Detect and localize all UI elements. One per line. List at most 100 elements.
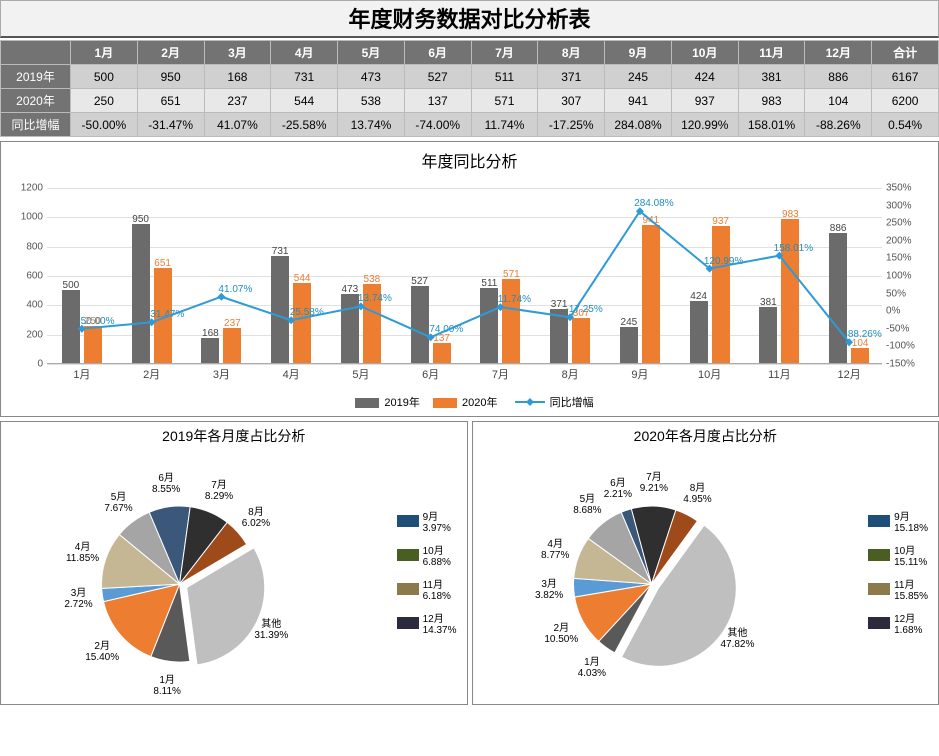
y-axis-right-label: 200% (886, 235, 932, 246)
pie-slice-label: 1月8.11% (132, 675, 202, 697)
y-axis-right-label: 50% (886, 288, 932, 299)
line-label: -74.00% (426, 324, 463, 335)
pie-slice-label: 4月11.85% (48, 542, 118, 564)
line-label: 158.01% (774, 242, 813, 253)
y-axis-right-label: 100% (886, 271, 932, 282)
line-label: 41.07% (218, 284, 252, 295)
bar-2020 (851, 348, 869, 363)
bar-2019 (341, 294, 359, 363)
row-header: 同比增幅 (1, 113, 71, 137)
bar-label-2020: 544 (282, 273, 322, 284)
legend-text: 9月15.18% (894, 508, 928, 534)
bar-label-2019: 527 (400, 276, 440, 287)
legend-swatch (868, 549, 890, 561)
bar-label-2020: 937 (701, 216, 741, 227)
col-header: 11月 (738, 41, 805, 65)
bar-label-2020: 651 (143, 258, 183, 269)
y-axis-left-label: 0 (7, 359, 43, 370)
cell: 11.74% (471, 113, 538, 137)
col-header: 4月 (271, 41, 338, 65)
line-label: 120.99% (704, 255, 743, 266)
legend-swatch-line (515, 397, 545, 410)
bar-2019 (480, 288, 498, 363)
cell: 250 (71, 89, 138, 113)
cell: 731 (271, 65, 338, 89)
pie-slice-label: 5月8.68% (552, 494, 622, 516)
y-axis-right-label: 0% (886, 306, 932, 317)
col-header: 8月 (538, 41, 605, 65)
cell: 307 (538, 89, 605, 113)
cell: -50.00% (71, 113, 138, 137)
legend-text: 10月6.88% (423, 542, 451, 568)
cell: 381 (738, 65, 805, 89)
cell: 950 (137, 65, 204, 89)
pie-body-2020: 9月15.18%10月15.11%11月15.85%12月1.68% 6月2.2… (479, 448, 933, 700)
col-header: 12月 (805, 41, 872, 65)
pie-slice-label: 2月15.40% (67, 641, 137, 663)
line-label: 11.74% (498, 294, 531, 305)
cell-total: 6200 (872, 89, 939, 113)
legend-swatch (397, 617, 419, 629)
pie-slice-label: 其他47.82% (702, 628, 772, 650)
y-axis-left-label: 800 (7, 241, 43, 252)
cell: 424 (671, 65, 738, 89)
line-label: -31.47% (147, 309, 184, 320)
cell: 158.01% (738, 113, 805, 137)
x-axis-label: 8月 (562, 366, 579, 382)
legend-swatch-2020 (433, 398, 457, 408)
legend-swatch (868, 617, 890, 629)
x-axis-label: 9月 (631, 366, 648, 382)
line-label: 13.74% (358, 293, 392, 304)
pie-legend-item: 10月15.11% (868, 542, 928, 568)
row-header: 2019年 (1, 65, 71, 89)
table-row: 2019年50095016873147352751137124542438188… (1, 65, 939, 89)
y-axis-left-label: 400 (7, 300, 43, 311)
col-header: 7月 (471, 41, 538, 65)
cell-total: 6167 (872, 65, 939, 89)
pie-slice-label: 其他31.39% (236, 619, 306, 641)
col-header: 2月 (137, 41, 204, 65)
bar-label-2019: 168 (190, 328, 230, 339)
legend-swatch (397, 583, 419, 595)
line-label: -25.58% (287, 307, 324, 318)
x-axis-label: 4月 (283, 366, 300, 382)
cell: 245 (605, 65, 672, 89)
col-header: 10月 (671, 41, 738, 65)
legend-swatch (868, 583, 890, 595)
row-header: 2020年 (1, 89, 71, 113)
legend-swatch-2019 (355, 398, 379, 408)
pie-legend-item: 9月15.18% (868, 508, 928, 534)
pie-slice-label: 4月8.77% (520, 539, 590, 561)
bar-2020 (572, 318, 590, 363)
pie-slice-label: 5月7.67% (84, 492, 154, 514)
combo-chart-title: 年度同比分析 (7, 148, 932, 172)
y-axis-right-label: 150% (886, 253, 932, 264)
x-axis-label: 2月 (143, 366, 160, 382)
bar-2020 (781, 219, 799, 363)
bar-2020 (502, 279, 520, 363)
cell: -17.25% (538, 113, 605, 137)
cell: 104 (805, 89, 872, 113)
cell: 544 (271, 89, 338, 113)
legend-text: 11月6.18% (423, 576, 451, 602)
pie-legend-2019: 9月3.97% 10月6.88% 11月6.18% 12月14.37% (397, 508, 457, 644)
pie-legend-item: 9月3.97% (397, 508, 457, 534)
bar-2019 (759, 307, 777, 363)
cell: 651 (137, 89, 204, 113)
legend-text: 12月1.68% (894, 610, 922, 636)
col-header: 9月 (605, 41, 672, 65)
bar-2019 (201, 338, 219, 363)
legend-swatch (397, 515, 419, 527)
pie-panel-2019: 2019年各月度占比分析 9月3.97%10月6.88%11月6.18%12月1… (0, 421, 468, 705)
bar-2020 (293, 283, 311, 363)
bar-2020 (84, 326, 102, 363)
cell: -31.47% (137, 113, 204, 137)
legend-text: 12月14.37% (423, 610, 457, 636)
plot-area (47, 188, 882, 364)
bar-label-2019: 424 (679, 291, 719, 302)
bar-2019 (620, 327, 638, 363)
legend-text: 10月15.11% (894, 542, 927, 568)
legend-swatch (868, 515, 890, 527)
pie-legend-item: 10月6.88% (397, 542, 457, 568)
pie-body-2019: 9月3.97%10月6.88%11月6.18%12月14.37% 6月8.55%… (7, 448, 461, 700)
